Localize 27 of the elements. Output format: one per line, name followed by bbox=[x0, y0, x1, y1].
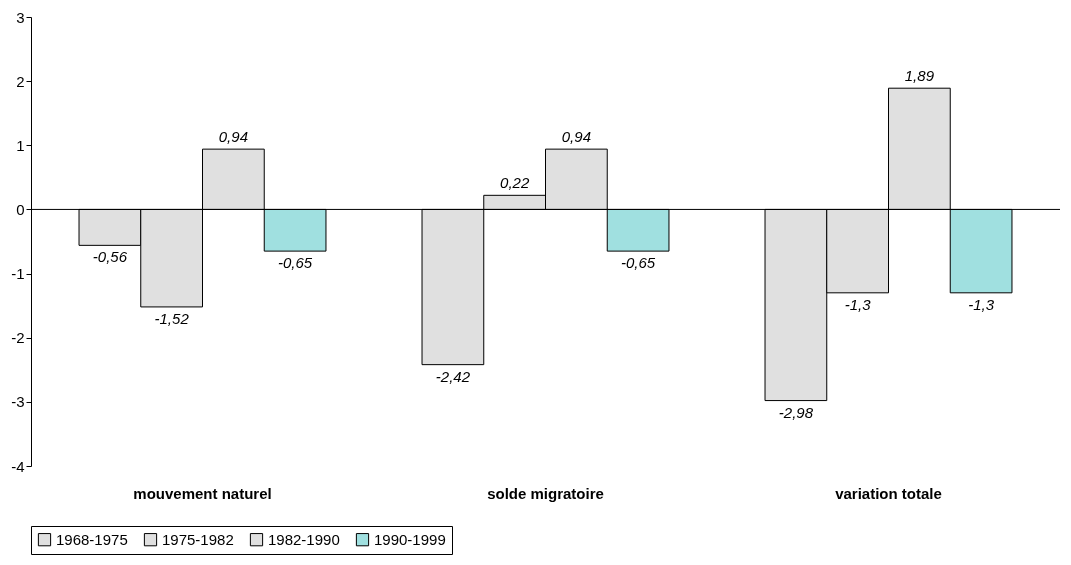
data-label: 0,22 bbox=[500, 174, 530, 192]
data-label: -0,65 bbox=[278, 254, 313, 272]
x-tick-label: mouvement naturel bbox=[133, 484, 272, 502]
y-tick-label: -2 bbox=[11, 329, 25, 347]
x-tick-label: variation totale bbox=[835, 484, 942, 502]
data-label: -2,42 bbox=[435, 367, 471, 385]
data-label: -1,3 bbox=[968, 295, 995, 313]
data-label: -1,3 bbox=[844, 295, 872, 313]
data-label: 1,89 bbox=[904, 67, 935, 85]
legend-label: 1982-1990 bbox=[268, 530, 340, 548]
y-tick-label: -1 bbox=[11, 265, 25, 283]
y-tick-label: 2 bbox=[16, 72, 25, 90]
data-label: -1,52 bbox=[154, 309, 190, 327]
y-tick-label: -4 bbox=[11, 457, 25, 475]
data-label: -0,56 bbox=[92, 248, 128, 266]
data-label: -2,98 bbox=[778, 403, 814, 421]
legend-label: 1975-1982 bbox=[162, 530, 234, 548]
y-tick-label: 0 bbox=[16, 200, 25, 218]
data-label: -0,65 bbox=[621, 254, 656, 272]
y-tick-label: 3 bbox=[16, 8, 25, 26]
y-tick-label: -3 bbox=[11, 393, 25, 411]
x-tick-label: solde migratoire bbox=[487, 484, 604, 502]
data-label: 0,94 bbox=[218, 128, 248, 146]
y-tick-label: 1 bbox=[16, 136, 25, 154]
data-label: 0,94 bbox=[561, 128, 591, 146]
legend-label: 1968-1975 bbox=[56, 530, 128, 548]
legend-label: 1990-1999 bbox=[374, 530, 446, 548]
